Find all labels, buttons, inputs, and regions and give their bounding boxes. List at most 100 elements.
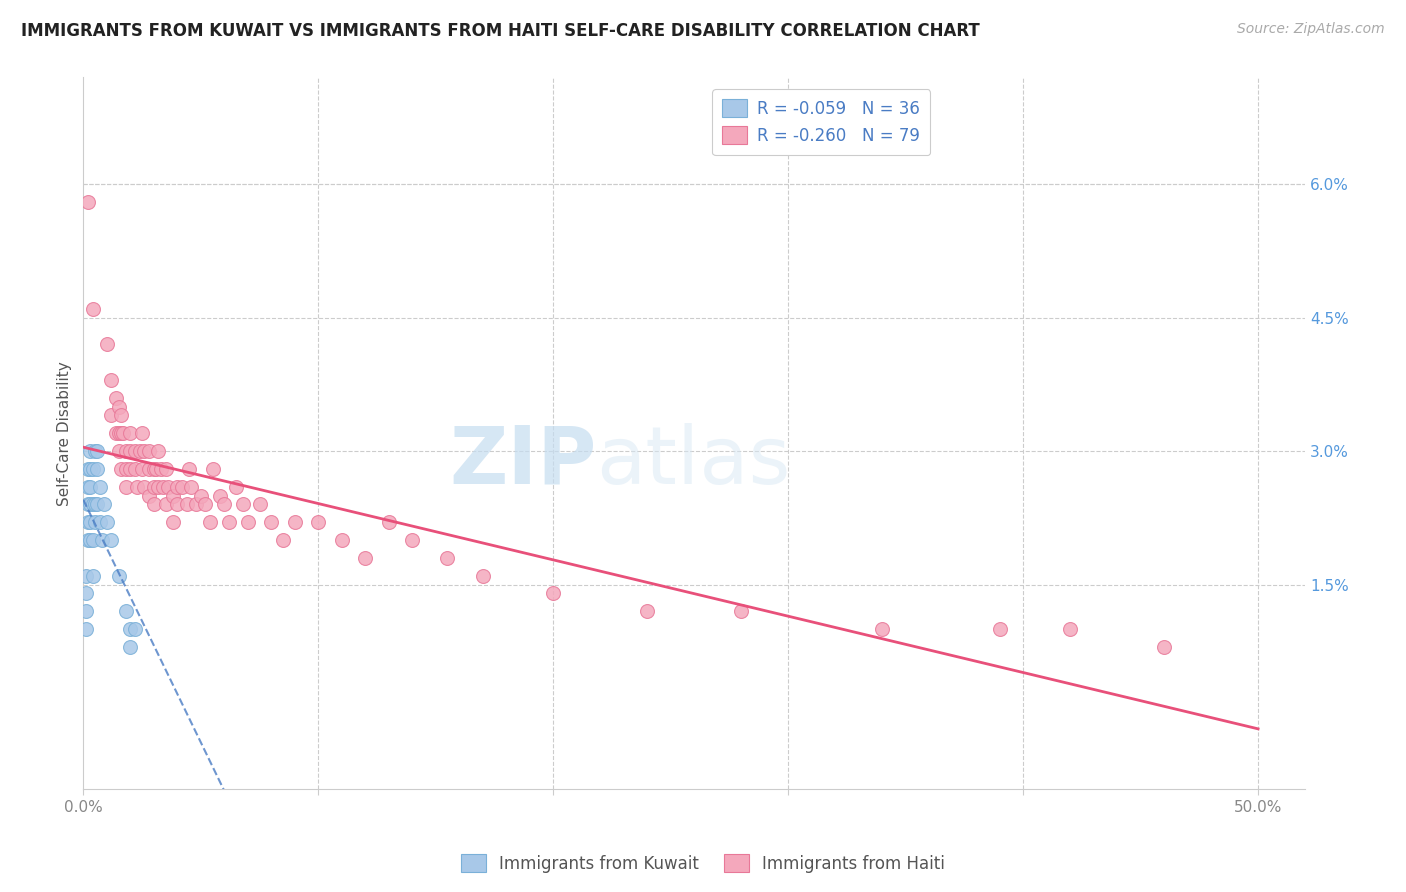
Point [82, 498, 104, 512]
Point [75, 568, 97, 582]
Point [79, 462, 101, 476]
Point [89, 515, 111, 529]
Point [120, 444, 142, 458]
Point [110, 426, 132, 441]
Point [330, 533, 353, 547]
Point [190, 489, 212, 503]
Point [149, 462, 172, 476]
Point [471, 568, 494, 582]
Point [110, 409, 132, 423]
Point [134, 480, 156, 494]
Point [75, 586, 97, 600]
Point [307, 515, 329, 529]
Point [89, 480, 111, 494]
Point [82, 301, 104, 316]
Point [77, 480, 100, 494]
Point [114, 444, 136, 458]
Point [77, 498, 100, 512]
Point [107, 568, 129, 582]
Point [100, 373, 122, 387]
Point [86, 444, 108, 458]
Point [138, 462, 160, 476]
Point [155, 462, 177, 476]
Legend: Immigrants from Kuwait, Immigrants from Haiti: Immigrants from Kuwait, Immigrants from … [454, 847, 952, 880]
Point [198, 515, 221, 529]
Point [636, 604, 658, 618]
Point [1153, 640, 1175, 654]
Point [100, 533, 122, 547]
Point [86, 498, 108, 512]
Point [77, 533, 100, 547]
Point [142, 480, 165, 494]
Point [120, 622, 142, 636]
Point [218, 515, 240, 529]
Point [138, 489, 160, 503]
Point [124, 462, 146, 476]
Point [79, 480, 101, 494]
Point [82, 568, 104, 582]
Point [79, 444, 101, 458]
Point [870, 622, 893, 636]
Point [114, 604, 136, 618]
Point [114, 462, 136, 476]
Point [93, 498, 115, 512]
Point [128, 444, 150, 458]
Point [436, 550, 458, 565]
Point [77, 462, 100, 476]
Point [105, 391, 128, 405]
Point [91, 533, 114, 547]
Point [201, 462, 224, 476]
Point [260, 515, 283, 529]
Point [1059, 622, 1081, 636]
Point [84, 498, 107, 512]
Point [170, 480, 193, 494]
Point [142, 498, 165, 512]
Point [84, 444, 107, 458]
Point [152, 480, 174, 494]
Point [120, 640, 142, 654]
Point [162, 489, 184, 503]
Point [105, 426, 128, 441]
Point [84, 515, 107, 529]
Point [127, 480, 149, 494]
Point [86, 462, 108, 476]
Point [79, 533, 101, 547]
Point [180, 480, 202, 494]
Point [96, 515, 118, 529]
Point [284, 515, 307, 529]
Point [236, 515, 259, 529]
Point [354, 550, 377, 565]
Point [82, 462, 104, 476]
Text: atlas: atlas [596, 423, 790, 500]
Point [107, 444, 129, 458]
Point [77, 194, 100, 209]
Point [110, 462, 132, 476]
Point [79, 498, 101, 512]
Point [184, 498, 207, 512]
Point [176, 498, 198, 512]
Point [145, 462, 167, 476]
Point [148, 480, 170, 494]
Point [148, 444, 170, 458]
Point [730, 604, 752, 618]
Point [162, 515, 184, 529]
Point [138, 444, 160, 458]
Point [114, 480, 136, 494]
Point [124, 444, 146, 458]
Point [77, 515, 100, 529]
Point [155, 498, 177, 512]
Point [225, 480, 247, 494]
Point [208, 489, 231, 503]
Point [79, 515, 101, 529]
Point [131, 462, 153, 476]
Text: ZIP: ZIP [449, 423, 596, 500]
Legend: R = -0.059   N = 36, R = -0.260   N = 79: R = -0.059 N = 36, R = -0.260 N = 79 [713, 89, 931, 155]
Point [541, 586, 564, 600]
Point [232, 498, 254, 512]
Text: Source: ZipAtlas.com: Source: ZipAtlas.com [1237, 22, 1385, 37]
Point [166, 480, 188, 494]
Point [142, 462, 165, 476]
Point [131, 426, 153, 441]
Text: IMMIGRANTS FROM KUWAIT VS IMMIGRANTS FROM HAITI SELF-CARE DISABILITY CORRELATION: IMMIGRANTS FROM KUWAIT VS IMMIGRANTS FRO… [21, 22, 980, 40]
Point [120, 426, 142, 441]
